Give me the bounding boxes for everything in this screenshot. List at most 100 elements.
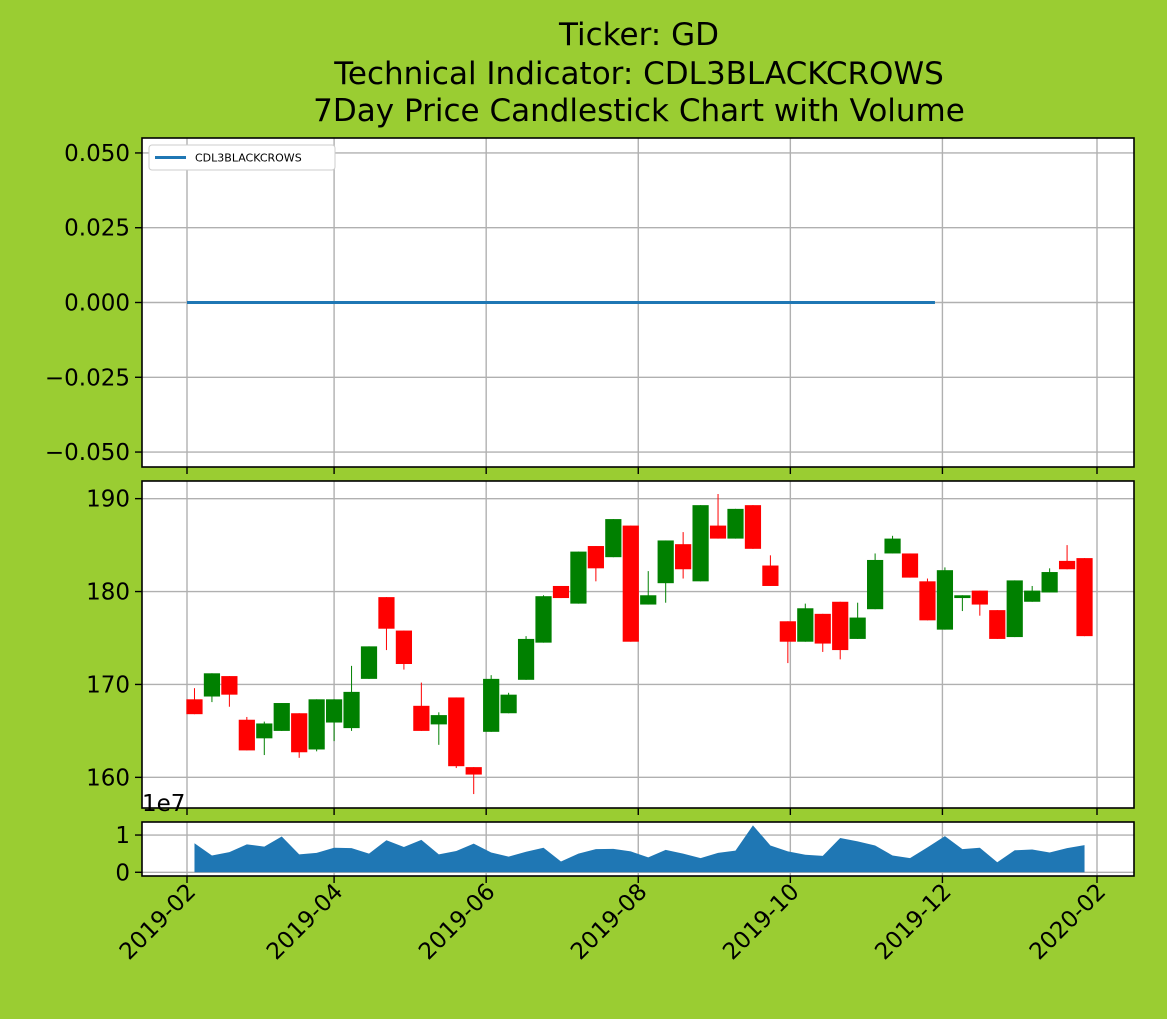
candle [186, 688, 203, 715]
candle [832, 601, 849, 660]
candle-body-down [919, 581, 936, 621]
candle [640, 571, 657, 605]
indicator-y-tick-label: 0.025 [64, 216, 130, 242]
indicator-y-tick-label: −0.025 [45, 365, 130, 391]
price-y-tick-label: 160 [86, 765, 130, 791]
candle [867, 553, 884, 610]
candle-body-down [552, 585, 570, 599]
candle [465, 767, 482, 795]
indicator-y-tick-label: −0.050 [45, 440, 130, 466]
candle [605, 519, 622, 558]
volume-area [194, 825, 1085, 873]
candle-body-down [1076, 558, 1093, 637]
candle [622, 525, 639, 642]
candle-body-down [395, 630, 413, 665]
candle-body-up [1024, 590, 1041, 602]
candle-body-up [570, 551, 587, 604]
candle-body-up [849, 617, 866, 639]
candle [413, 682, 430, 731]
candle [552, 585, 570, 599]
indicator-y-ticks: 0.050 0.025 0.000 −0.025 −0.050 [45, 141, 142, 466]
legend-box [148, 144, 336, 171]
candle-body-up [325, 699, 343, 723]
x-tick-label: 2019-04 [262, 879, 348, 965]
price-y-tick-label: 190 [86, 487, 130, 513]
candle [570, 551, 587, 604]
price-y-ticks: 190 180 170 160 [86, 487, 142, 791]
legend-label: CDL3BLACKCROWS [195, 152, 302, 165]
candle-body-up [936, 570, 954, 630]
candle [256, 721, 273, 756]
candle-body-down [238, 719, 255, 751]
candle-body-down [971, 590, 988, 605]
candle [744, 505, 762, 549]
candle-body-up [640, 595, 657, 605]
price-y-tick-label: 170 [86, 672, 130, 698]
candle-body-up [483, 678, 500, 732]
candle-body-down [622, 525, 639, 642]
candle-body-up [343, 691, 360, 729]
volume-y-ticks: 10 [115, 823, 142, 886]
candle [989, 610, 1006, 639]
candle [343, 665, 360, 731]
volume-fill [194, 825, 1085, 873]
candle-body-down [744, 505, 762, 549]
candle [1006, 580, 1023, 638]
candle [1024, 585, 1041, 602]
candle [1041, 568, 1058, 593]
candle [971, 590, 988, 616]
candle-body-up [605, 519, 622, 558]
candle [325, 699, 343, 742]
candle [1076, 558, 1093, 637]
volume-panel: 10 1e7 [115, 791, 1135, 886]
candle [1058, 545, 1076, 570]
x-tick-label: 2019-06 [414, 879, 500, 965]
candle-body-up [430, 715, 447, 725]
x-tick-label: 2019-02 [115, 879, 201, 965]
candle [936, 567, 954, 630]
candle-body-up [1006, 580, 1023, 638]
candle [291, 713, 308, 758]
price-candles [186, 494, 1093, 795]
x-tick-label: 2019-10 [718, 879, 804, 965]
candle [919, 578, 936, 621]
candle-body-down [762, 565, 779, 586]
candle [238, 716, 255, 751]
title-line-3: 7Day Price Candlestick Chart with Volume [313, 93, 965, 129]
candle-body-up [1041, 572, 1058, 593]
candle-body-down [221, 676, 238, 695]
x-tick-label: 2019-08 [566, 879, 652, 965]
candle [692, 505, 709, 582]
candle [797, 603, 814, 642]
title-line-1: Ticker: GD [558, 17, 719, 53]
candle-body-up [203, 673, 221, 697]
candle-body-down [1058, 560, 1076, 570]
candle-body-down [378, 597, 395, 629]
price-y-tick-label: 180 [86, 580, 130, 606]
volume-y-tick-label: 1 [115, 823, 130, 849]
candle-body-up [867, 559, 884, 610]
candle [675, 532, 692, 579]
candle [500, 692, 517, 714]
x-tick-label: 2020-02 [1025, 879, 1111, 965]
candle-body-down [675, 544, 692, 570]
candle [395, 630, 413, 670]
candle-body-down [779, 621, 796, 642]
volume-y-tick-label: 0 [115, 860, 130, 886]
indicator-y-tick-label: 0.050 [64, 141, 130, 167]
candle-body-down [901, 553, 919, 578]
candle [849, 602, 866, 639]
x-tick-label: 2019-12 [870, 879, 956, 965]
candle-body-down [413, 705, 430, 731]
candle-body-down [465, 767, 482, 775]
candle-body-up [256, 723, 273, 739]
candle-body-up [657, 540, 674, 584]
candle-body-up [500, 694, 517, 714]
candle [727, 508, 744, 539]
candle-body-down [814, 613, 831, 644]
candle [448, 697, 465, 769]
indicator-y-tick-label: 0.000 [64, 291, 130, 317]
candle-body-down [186, 699, 203, 715]
candle [273, 703, 290, 731]
